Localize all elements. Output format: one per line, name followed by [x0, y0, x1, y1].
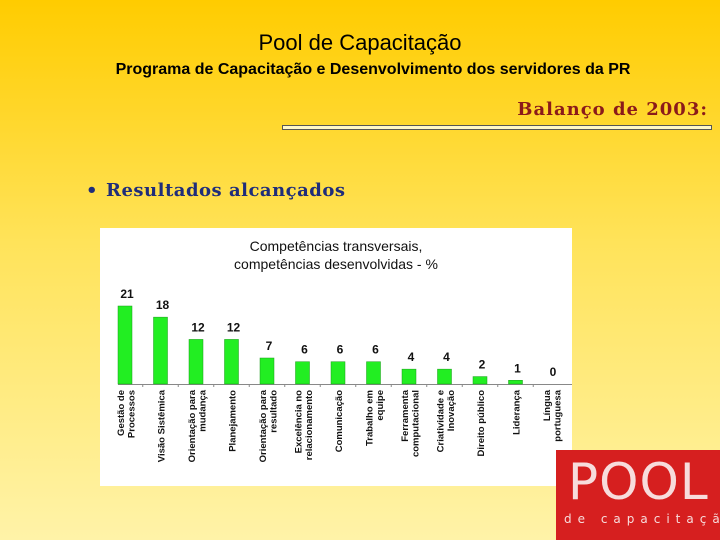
chart-svg: Competências transversais, competências d… [116, 238, 572, 462]
chart-bar [259, 357, 275, 385]
data-label: 12 [191, 320, 205, 334]
category-label-line: Direito público [476, 390, 487, 457]
category-label-line: Orientação para [187, 389, 198, 462]
category-label: Ferramentacomputacional [400, 389, 422, 457]
chart-bar [508, 380, 523, 385]
bullet-marker: • [86, 180, 99, 201]
category-label: Orientação pararesultado [258, 389, 280, 462]
category-label-line: Processos [126, 390, 137, 438]
chart-title-line: competências desenvolvidas - % [234, 256, 438, 272]
chart-bar [153, 316, 168, 385]
category-label-line: Planejamento [228, 390, 239, 452]
slide-subtitle: Programa de Capacitação e Desenvolviment… [115, 61, 631, 78]
data-label: 1 [514, 361, 521, 375]
category-label-line: Comunicação [334, 390, 345, 452]
category-label-line: Excelência no [293, 390, 304, 454]
category-label-line: mudança [197, 389, 208, 431]
category-label: Gestão deProcessos [116, 390, 138, 438]
data-label: 18 [156, 298, 170, 312]
chart-bar [188, 339, 204, 385]
data-label: 12 [227, 320, 241, 334]
category-label-line: resultado [268, 390, 279, 433]
data-label: 0 [550, 365, 557, 379]
data-label: 6 [337, 343, 344, 357]
category-label: Direito público [476, 390, 487, 457]
logo-sub-text: de capacitação [564, 512, 720, 526]
category-label-line: relacionamento [304, 390, 315, 460]
category-label: Orientação paramudança [187, 389, 209, 462]
bullet-text: Resultados alcançados [106, 180, 346, 201]
category-label-line: Trabalho em [364, 390, 375, 446]
chart-bar [295, 361, 310, 385]
category-label: Comunicação [334, 390, 345, 452]
chart-bar [330, 361, 346, 385]
data-label: 4 [408, 350, 415, 364]
chart-bar [224, 339, 239, 385]
data-label: 2 [479, 358, 486, 372]
bullet-item: • Resultados alcançados [86, 180, 346, 201]
category-label: Excelência norelacionamento [293, 390, 315, 460]
category-label-line: Gestão de [116, 390, 127, 436]
category-label-line: Orientação para [258, 389, 269, 462]
slide-title: Pool de Capacitação [258, 30, 462, 55]
category-label: Trabalho emequipe [364, 390, 386, 446]
category-label-line: Liderança [512, 389, 523, 435]
data-label: 4 [443, 350, 450, 364]
data-label: 6 [372, 343, 379, 357]
bar-chart: Competências transversais, competências d… [100, 228, 572, 486]
category-label-line: Ferramenta [400, 389, 411, 441]
category-label-line: Inovação [446, 390, 457, 431]
data-label: 7 [266, 339, 273, 353]
chart-bar [366, 361, 381, 385]
chart-bar [437, 368, 452, 385]
category-label: Planejamento [228, 390, 239, 452]
chart-bar [472, 376, 488, 385]
pool-logo: POOL de capacitação [556, 450, 720, 540]
category-label: Liderança [512, 389, 523, 435]
category-label: Visão Sistêmica [157, 389, 168, 462]
category-label-line: computacional [410, 390, 421, 457]
category-label: Criatividade eInovação [435, 390, 457, 453]
data-label: 21 [120, 287, 134, 301]
data-label: 6 [301, 343, 308, 357]
chart-bar [401, 368, 417, 385]
category-label-line: Língua [542, 389, 553, 421]
category-label-line: portuguesa [552, 389, 563, 441]
logo-main-text: POOL [568, 453, 709, 511]
chart-bar [117, 305, 133, 385]
category-label-line: Visão Sistêmica [157, 389, 168, 462]
chart-title: Competências transversais, competências d… [234, 238, 438, 272]
heading-rule [282, 125, 712, 130]
category-label-line: equipe [375, 390, 386, 421]
chart-title-line: Competências transversais, [250, 238, 423, 254]
balanco-heading: Balanço de 2003: [517, 99, 708, 120]
category-label: Línguaportuguesa [542, 389, 564, 441]
category-label-line: Criatividade e [435, 390, 446, 452]
